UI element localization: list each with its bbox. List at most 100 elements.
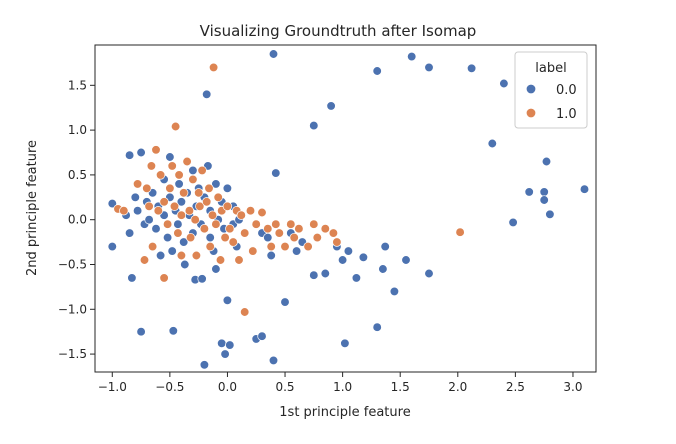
data-point	[579, 184, 590, 194]
y-tick-label: 0.5	[68, 168, 87, 182]
data-point	[213, 192, 223, 202]
data-point	[205, 241, 215, 252]
chart-title: Visualizing Groundtruth after Isomap	[200, 22, 477, 40]
data-point	[225, 340, 235, 350]
data-point	[222, 183, 233, 193]
data-point	[124, 150, 135, 160]
data-point	[136, 327, 146, 337]
data-point	[139, 255, 150, 265]
data-point	[174, 179, 184, 189]
data-point	[179, 237, 189, 247]
data-point	[176, 250, 187, 261]
data-point	[401, 255, 411, 265]
data-point	[524, 187, 534, 197]
y-tick-label: −0.5	[58, 257, 87, 271]
data-point	[326, 101, 336, 111]
data-point	[167, 246, 177, 256]
data-point	[263, 224, 273, 234]
data-point	[155, 170, 166, 180]
data-point	[215, 255, 226, 265]
data-point	[240, 307, 250, 317]
data-point	[274, 228, 284, 238]
data-point	[162, 232, 173, 243]
y-tick-label: 1.0	[68, 123, 87, 137]
data-point	[286, 219, 296, 229]
data-point	[499, 78, 509, 89]
legend-label-0: 0.0	[556, 83, 577, 98]
data-point	[225, 224, 235, 234]
data-point	[372, 322, 382, 332]
y-tick-label: 0.0	[68, 213, 87, 227]
data-point	[222, 201, 233, 211]
x-tick-label: 2.5	[506, 380, 525, 394]
x-tick-label: 3.0	[563, 380, 582, 394]
x-tick-label: 0.5	[275, 380, 294, 394]
data-point	[211, 264, 221, 274]
data-point	[202, 89, 212, 99]
data-point	[466, 63, 477, 73]
data-point	[378, 264, 388, 274]
data-point	[424, 268, 434, 279]
data-point	[358, 252, 369, 262]
data-point	[107, 241, 117, 252]
data-point	[136, 147, 146, 158]
data-point	[180, 259, 190, 270]
y-tick-label: 1.5	[68, 78, 87, 92]
ticks-layer: −1.0 −0.5 0.0 0.5 1.0 1.5 2.0 2.5 3.0 −1.5 −1.0 −0.…	[58, 78, 583, 394]
data-point	[337, 255, 348, 265]
data-point	[289, 232, 299, 243]
y-tick-label: −1.0	[58, 302, 87, 316]
data-point	[245, 206, 256, 216]
data-point	[184, 206, 195, 216]
data-point	[195, 201, 205, 211]
data-point	[280, 241, 290, 252]
data-point	[199, 224, 210, 234]
data-point	[146, 161, 157, 171]
data-point	[340, 338, 350, 348]
y-tick-label: −1.5	[58, 347, 87, 361]
data-point	[208, 62, 219, 73]
data-point	[132, 179, 143, 189]
data-point	[159, 197, 169, 207]
data-point	[151, 224, 161, 234]
legend-label-1: 1.0	[556, 107, 577, 122]
x-tick-label: 0.0	[218, 380, 237, 394]
data-point	[176, 197, 187, 207]
data-point	[159, 273, 169, 283]
y-axis-label: 2nd principle feature	[25, 140, 40, 276]
data-point	[217, 338, 227, 348]
data-point	[155, 250, 166, 261]
data-point	[455, 227, 465, 237]
data-point	[119, 206, 129, 216]
data-point	[320, 268, 330, 279]
data-point	[268, 355, 279, 366]
data-point	[343, 246, 354, 256]
data-point	[320, 224, 330, 234]
data-point	[508, 217, 518, 228]
data-point	[280, 297, 290, 307]
data-point	[202, 197, 212, 207]
data-point	[257, 207, 267, 218]
data-point	[188, 174, 198, 185]
data-point	[541, 156, 552, 167]
data-point	[182, 156, 192, 167]
data-point	[309, 270, 319, 280]
plot-frame	[94, 44, 597, 373]
legend-marker-0	[525, 83, 537, 95]
data-point	[204, 183, 214, 193]
data-point	[173, 219, 183, 229]
data-point	[165, 152, 175, 162]
x-tick-label: 2.0	[448, 380, 467, 394]
data-point	[266, 241, 276, 252]
data-point	[211, 179, 221, 189]
data-point	[169, 201, 180, 211]
data-point	[194, 188, 204, 198]
data-point	[539, 195, 549, 205]
data-point	[487, 138, 497, 149]
x-tick-label: 1.0	[333, 380, 352, 394]
data-point	[372, 66, 382, 76]
data-point	[220, 232, 230, 243]
data-point	[268, 49, 279, 59]
data-point	[266, 250, 276, 261]
x-axis-label: 1st principle feature	[279, 405, 410, 420]
